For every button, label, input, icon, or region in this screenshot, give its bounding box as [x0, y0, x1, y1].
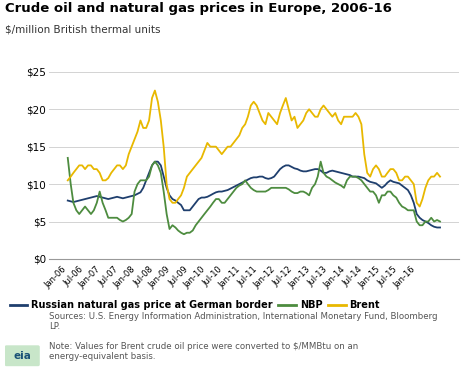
Text: $/million British thermal units: $/million British thermal units [5, 25, 160, 34]
Legend: Russian natural gas price at German border, NBP, Brent: Russian natural gas price at German bord… [9, 301, 380, 310]
FancyBboxPatch shape [5, 345, 40, 366]
Text: Sources: U.S. Energy Information Administration, International Monetary Fund, Bl: Sources: U.S. Energy Information Adminis… [49, 312, 438, 331]
Text: Crude oil and natural gas prices in Europe, 2006-16: Crude oil and natural gas prices in Euro… [5, 2, 392, 15]
Text: eia: eia [13, 350, 31, 361]
Text: Note: Values for Brent crude oil price were converted to $/MMBtu on an
energy-eq: Note: Values for Brent crude oil price w… [49, 342, 358, 361]
